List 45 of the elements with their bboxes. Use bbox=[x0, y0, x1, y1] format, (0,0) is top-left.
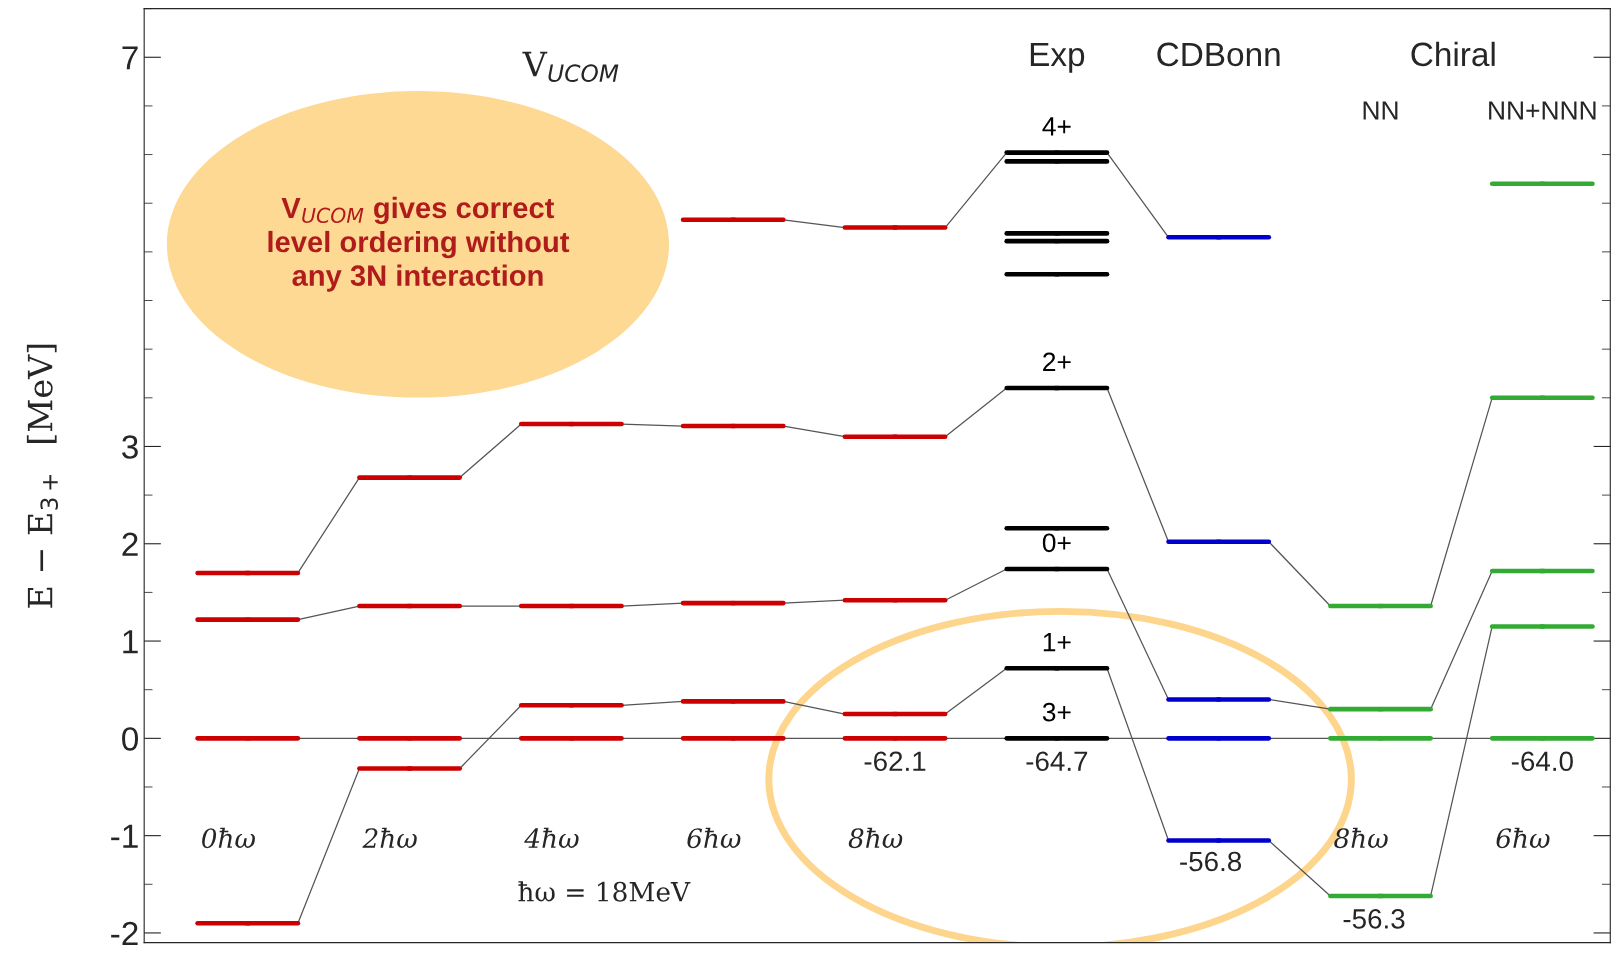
series-label: 1+ bbox=[1043, 632, 1071, 652]
x-tick-label: 0ħω bbox=[202, 827, 255, 849]
annotation: ħω = 18MeV bbox=[518, 881, 691, 902]
text: E − E$_{3+}$ [MeV] bbox=[26, 344, 59, 608]
point bbox=[1378, 706, 1383, 712]
legend-label: 0+ bbox=[1042, 533, 1071, 553]
x-tick-label: 8ħω bbox=[1334, 827, 1388, 849]
annotation: V$_{UCOM}$ bbox=[522, 51, 619, 82]
annotation: -64.7 bbox=[1026, 751, 1088, 772]
annotation: CDBonn bbox=[1157, 42, 1280, 67]
point bbox=[1378, 893, 1383, 899]
annotation: Chiral bbox=[1411, 41, 1495, 67]
point bbox=[569, 421, 574, 427]
point bbox=[1216, 697, 1221, 702]
annotation: -62.1 bbox=[864, 751, 926, 772]
point bbox=[1540, 568, 1545, 574]
annotation: -56.8 bbox=[1180, 851, 1242, 872]
annotation: -56.3 bbox=[1343, 909, 1405, 929]
annotation: -64.0 bbox=[1511, 751, 1573, 772]
series-label: 3+ bbox=[1042, 702, 1071, 722]
series-label: 4+ bbox=[1042, 117, 1071, 136]
y-tick-label: 2 bbox=[122, 532, 138, 556]
x-tick-label: 4ħω bbox=[524, 827, 579, 848]
x-tick-label: 2ħω bbox=[362, 827, 417, 848]
point bbox=[1378, 603, 1383, 609]
annotation: V$_{UCOM}$ gives correct level ordering without any 3N interaction bbox=[268, 196, 570, 292]
series-label: 2+ bbox=[1043, 352, 1071, 371]
annotation: Exp bbox=[1030, 42, 1085, 73]
y-tick-label: -1 bbox=[111, 824, 138, 848]
point bbox=[892, 225, 898, 230]
y-tick-label: 3 bbox=[122, 435, 138, 459]
point bbox=[569, 603, 574, 609]
point bbox=[407, 766, 412, 771]
y-tick-label: 1 bbox=[123, 630, 138, 654]
point bbox=[1216, 838, 1221, 843]
annotation: NN bbox=[1363, 101, 1398, 120]
x-tick-label: 8ħω bbox=[848, 827, 903, 849]
x-tick-label: 6ħω bbox=[687, 827, 741, 849]
point bbox=[407, 603, 412, 609]
point bbox=[1540, 624, 1545, 629]
y-tick-label: 0 bbox=[122, 727, 139, 751]
y-tick-label: -2 bbox=[111, 921, 138, 946]
annotation: NN+NNN bbox=[1489, 101, 1596, 120]
x-tick-label: 6ħω bbox=[1496, 827, 1550, 849]
y-tick-label: 7 bbox=[122, 46, 138, 70]
